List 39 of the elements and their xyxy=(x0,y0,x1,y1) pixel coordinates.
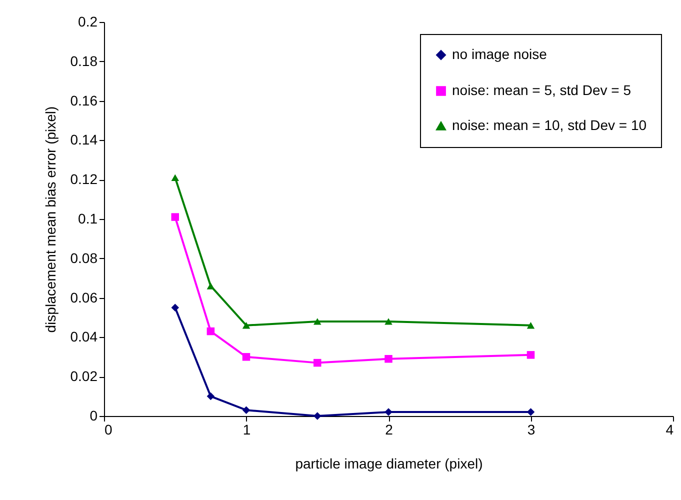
point xyxy=(206,327,215,336)
point xyxy=(314,358,322,367)
legend-label: noise: mean = 10, std Dev = 10 xyxy=(452,117,647,133)
point xyxy=(314,412,322,420)
legend-label: no image noise xyxy=(452,46,548,62)
point xyxy=(206,392,215,400)
x-tick-label: 1 xyxy=(242,422,251,438)
x-tick-label: 3 xyxy=(527,422,536,438)
point xyxy=(242,353,250,361)
point xyxy=(526,351,535,359)
point xyxy=(526,322,535,329)
point xyxy=(171,174,179,181)
point xyxy=(384,318,392,325)
point xyxy=(314,318,322,325)
y-axis-title: displacement mean bias error (pixel) xyxy=(42,106,58,333)
point xyxy=(384,408,392,416)
point xyxy=(242,322,250,329)
y-tick-label: 0.16 xyxy=(70,92,98,108)
x-tick-label: 2 xyxy=(385,422,394,438)
point xyxy=(384,354,392,363)
y-tick-label: 0.18 xyxy=(70,52,98,69)
y-tick-label: 0.08 xyxy=(70,250,98,266)
y-tick-label: 0.14 xyxy=(70,132,98,148)
y-tick-label: 0.2 xyxy=(78,14,98,30)
legend-label: noise: mean = 5, std Dev = 5 xyxy=(452,82,632,98)
y-tick-label: 0.1 xyxy=(78,210,98,226)
y-tick-label: 0.02 xyxy=(70,368,98,384)
point xyxy=(206,282,215,290)
x-axis-title: particle image diameter (pixel) xyxy=(295,456,483,472)
point xyxy=(242,406,250,414)
y-tick-label: 0.12 xyxy=(70,171,98,188)
point xyxy=(526,408,535,416)
y-tick-label: 0.04 xyxy=(70,328,98,345)
point xyxy=(171,304,179,312)
x-tick-label: 0 xyxy=(104,422,112,438)
y-tick-label: 0.06 xyxy=(70,289,98,306)
x-tick-label: 4 xyxy=(666,422,674,438)
point xyxy=(171,213,179,221)
y-tick-label: 0 xyxy=(90,408,98,424)
